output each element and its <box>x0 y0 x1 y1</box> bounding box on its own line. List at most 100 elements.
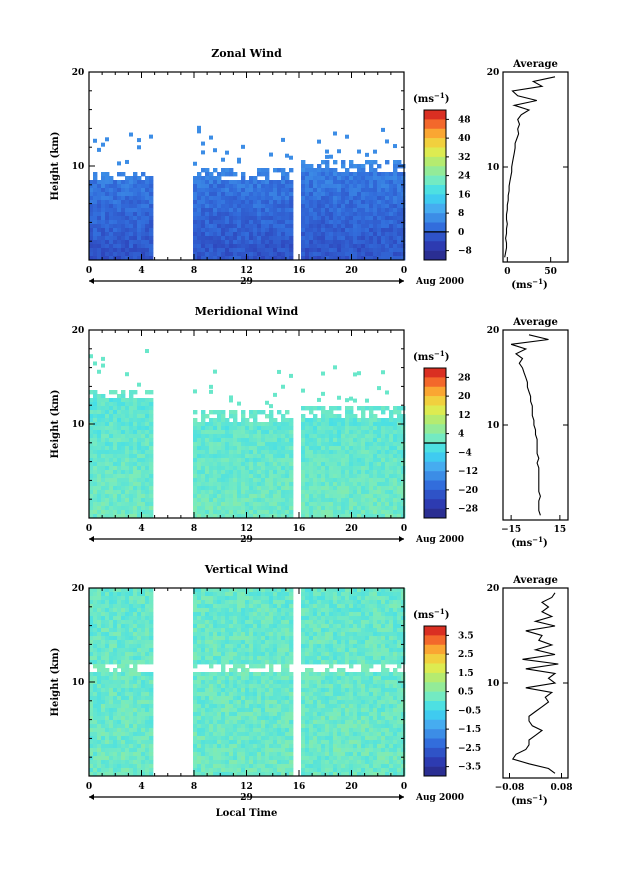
y-axis-label: Height (km) <box>50 132 61 201</box>
colorbar-segment <box>424 738 446 749</box>
colorbar-segment <box>424 626 446 636</box>
colorbar-segment <box>424 414 446 425</box>
panel-1: Meridional Wind 10 20 0 4 8 12 16 20 0 29 Aug 2000 H… <box>50 305 569 549</box>
profile-x-label-close: ) <box>543 796 548 807</box>
y-tick-label: 10 <box>72 162 85 172</box>
profile-y-tick-label: 20 <box>487 68 500 78</box>
colorbar-unit-text: (ms <box>413 610 434 621</box>
day-label: 29 <box>240 535 253 545</box>
colorbar-unit: (ms−1) <box>413 91 449 105</box>
colorbar-segment <box>424 654 446 664</box>
y-tick-label: 20 <box>72 68 85 78</box>
colorbar-tick-label: 0 <box>458 228 464 238</box>
profile-x-tick-label: 0 <box>504 267 510 277</box>
colorbar-tick-label: 28 <box>458 373 471 383</box>
profile-x-label-close: ) <box>543 280 548 291</box>
colorbar-tick-label: 32 <box>458 153 471 163</box>
colorbar-segment <box>424 644 446 655</box>
date-label: Aug 2000 <box>415 535 464 545</box>
colorbar-unit: (ms−1) <box>413 349 449 363</box>
colorbar-unit-close: ) <box>445 94 450 105</box>
colorbar-segment <box>424 386 446 397</box>
colorbar-segment <box>424 691 446 702</box>
profile-x-label: (ms−1) <box>511 793 547 807</box>
day-bar-arrow-left <box>89 278 94 284</box>
profile-x-label-sup: −1 <box>532 793 543 802</box>
y-tick-label: 20 <box>72 326 85 336</box>
colorbar-segment <box>424 377 446 388</box>
colorbar-segment <box>424 710 446 721</box>
profile-x-tick-label: 50 <box>544 267 557 277</box>
colorbar-tick-label: 1.5 <box>458 669 474 679</box>
day-bar-arrow-right <box>399 278 404 284</box>
colorbar-segment <box>424 396 446 406</box>
colorbar-segment <box>424 213 446 223</box>
x-axis-label: Local Time <box>216 808 278 819</box>
colorbar-segment <box>424 119 446 130</box>
colorbar-tick-label: 2.5 <box>458 650 474 660</box>
colorbar: 3.5 2.5 1.5 0.5 −0.5 −1.5 −2.5 −3.5 (ms−1) <box>413 607 481 777</box>
x-tick-label: 20 <box>345 266 358 276</box>
x-tick-label: 16 <box>293 266 306 276</box>
colorbar-segment <box>424 110 446 120</box>
colorbar-segment <box>424 138 446 148</box>
colorbar-unit-text: (ms <box>413 352 434 363</box>
colorbar-segment <box>424 405 446 416</box>
colorbar-segment <box>424 663 446 674</box>
panel-title: Zonal Wind <box>211 47 282 60</box>
panel-title: Vertical Wind <box>204 563 289 576</box>
profile-x-label-text: (ms <box>511 280 532 291</box>
x-tick-label: 4 <box>138 524 144 534</box>
colorbar-frame <box>423 625 447 777</box>
colorbar-tick-label: 48 <box>458 115 471 125</box>
day-bar-arrow-left <box>89 794 94 800</box>
colorbar-segment <box>424 250 446 261</box>
x-tick-label: 8 <box>191 782 197 792</box>
colorbar-tick-label: −0.5 <box>458 706 481 716</box>
x-tick-label: 8 <box>191 524 197 534</box>
colorbar-unit-text: (ms <box>413 94 434 105</box>
colorbar-segment <box>424 461 446 472</box>
colorbar-segment <box>424 175 446 186</box>
profile-y-tick-label: 10 <box>487 163 500 173</box>
profile-y-tick-label: 20 <box>487 326 500 336</box>
profile-x-tick-label: −0.08 <box>495 783 524 793</box>
x-tick-label: 20 <box>345 524 358 534</box>
y-tick-label: 20 <box>72 584 85 594</box>
colorbar-segment <box>424 489 446 500</box>
colorbar-tick-label: 20 <box>458 392 471 402</box>
average-profile: Average 10 20 −15 15 (ms−1) <box>487 317 569 549</box>
colorbar-segment <box>424 452 446 463</box>
colorbar-segment <box>424 757 446 767</box>
colorbar-segment <box>424 156 446 167</box>
x-tick-label: 12 <box>240 782 253 792</box>
colorbar-frame <box>423 109 447 261</box>
profile-x-label: (ms−1) <box>511 535 547 549</box>
x-tick-label: 12 <box>240 524 253 534</box>
x-tick-label: 8 <box>191 266 197 276</box>
x-tick-label: 0 <box>86 782 92 792</box>
colorbar-tick-label: 8 <box>458 209 464 219</box>
profile-title: Average <box>512 575 558 586</box>
y-axis-label: Height (km) <box>50 390 61 459</box>
day-bar-arrow-right <box>399 536 404 542</box>
heatmap-field <box>89 125 406 261</box>
colorbar-segment <box>424 480 446 491</box>
profile-frame <box>502 587 569 779</box>
y-tick-label: 10 <box>72 420 85 430</box>
colorbar-unit-close: ) <box>445 352 450 363</box>
x-tick-label: 20 <box>345 782 358 792</box>
profile-y-tick-label: 10 <box>487 679 500 689</box>
colorbar-tick-label: 4 <box>458 430 464 440</box>
colorbar-segment <box>424 231 446 242</box>
colorbar-segment <box>424 719 446 730</box>
x-tick-label: 0 <box>401 524 407 534</box>
colorbar-segment <box>424 508 446 519</box>
profile-line <box>504 76 556 258</box>
colorbar-tick-label: −1.5 <box>458 725 481 735</box>
date-label: Aug 2000 <box>415 793 464 803</box>
colorbar-unit: (ms−1) <box>413 607 449 621</box>
